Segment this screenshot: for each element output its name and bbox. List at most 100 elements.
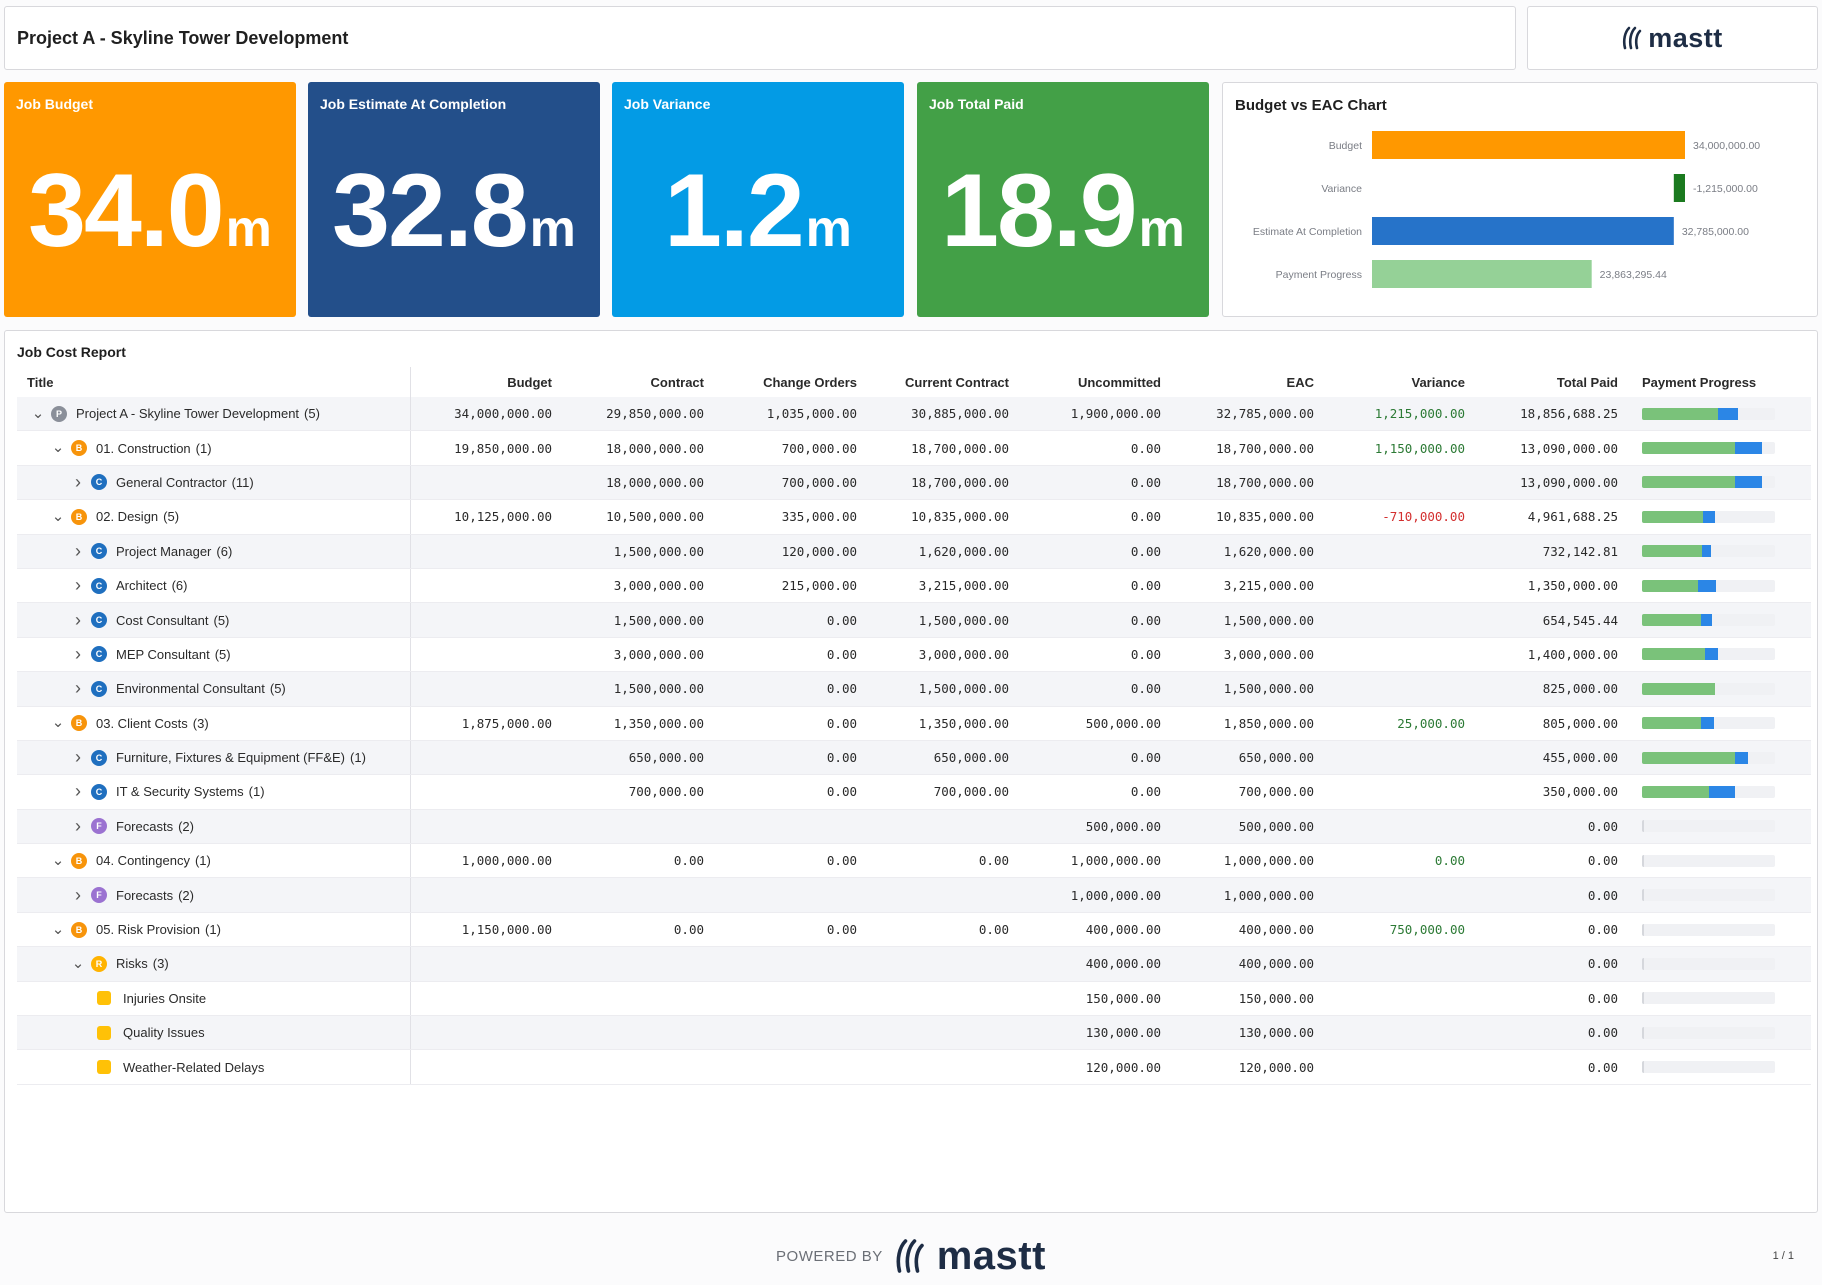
chevron-right-icon[interactable]: › (75, 678, 81, 699)
payment-progress-cell (1630, 785, 1811, 798)
row-title[interactable]: Architect (116, 578, 167, 594)
column-header-budget[interactable]: Budget (507, 374, 552, 390)
payment-progress-bar (1642, 854, 1775, 867)
row-title[interactable]: Project A - Skyline Tower Development (76, 406, 300, 422)
chart-bar[interactable] (1372, 217, 1674, 245)
column-header-change-orders[interactable]: Change Orders (763, 374, 857, 390)
chevron-down-icon[interactable]: ⌄ (51, 920, 65, 938)
chart-value-label: 34,000,000.00 (1693, 140, 1760, 152)
payment-progress-bar (1642, 1061, 1775, 1074)
row-title[interactable]: Quality Issues (123, 1025, 205, 1041)
column-header-total-paid[interactable]: Total Paid (1556, 374, 1618, 390)
table-row[interactable]: › C General Contractor (11) 18,000,000.00 700… (17, 465, 1811, 501)
payment-progress-bar (1642, 407, 1775, 420)
chevron-right-icon[interactable]: › (75, 575, 81, 596)
table-row[interactable]: ⌄ B 03. Client Costs (3) 1,875,000.00 1,350,0… (17, 706, 1811, 741)
chart-bar[interactable] (1372, 131, 1685, 159)
total-paid-cell: 0.00 (1587, 1025, 1618, 1041)
chart-bar[interactable] (1673, 174, 1685, 202)
row-count: (2) (178, 818, 194, 834)
title-cell: Quality Issues (17, 1016, 411, 1050)
table-row[interactable]: ⌄ P Project A - Skyline Tower Development(… (17, 397, 1811, 432)
table-row[interactable]: Weather-Related Delays 120,000.00 120,000.… (17, 1050, 1811, 1085)
row-title[interactable]: Cost Consultant (116, 612, 209, 628)
column-header-current-contract[interactable]: Current Contract (904, 374, 1009, 390)
type-badge-icon: B (71, 921, 87, 938)
table-row[interactable]: ⌄ B 05. Risk Provision (1) 1,150,000.00 0.00 0… (17, 912, 1811, 948)
table-row[interactable]: ⌄ B 01. Construction (1) 19,850,000.00 18,000… (17, 431, 1811, 466)
chevron-right-icon[interactable]: › (75, 643, 81, 664)
chart-value-label: 32,785,000.00 (1682, 226, 1749, 238)
paid-fill (1642, 476, 1736, 489)
row-title[interactable]: IT & Security Systems (116, 784, 244, 800)
column-header-contract[interactable]: Contract (650, 374, 704, 390)
row-title[interactable]: Environmental Consultant (116, 681, 265, 697)
kpi-unit: m (1138, 200, 1185, 258)
paid-fill (1642, 992, 1644, 1005)
contract-cell: 650,000.00 (628, 750, 704, 766)
title-cell: ⌄ B 01. Construction (1) (17, 431, 411, 465)
row-title[interactable]: 05. Risk Provision (96, 922, 201, 938)
table-row[interactable]: ⌄ R Risks (3) 400,000.00 400,000.00 0.00 (17, 947, 1811, 982)
chevron-right-icon[interactable]: › (75, 471, 81, 492)
column-header-title[interactable]: Title (17, 367, 411, 397)
chevron-down-icon[interactable]: ⌄ (51, 507, 65, 525)
row-title[interactable]: General Contractor (116, 474, 227, 490)
uncommitted-cell: 1,900,000.00 (1070, 406, 1161, 422)
chevron-right-icon[interactable]: › (75, 815, 81, 836)
row-title[interactable]: MEP Consultant (116, 646, 210, 662)
row-count: (5) (269, 681, 286, 697)
row-title[interactable]: Project Manager (116, 543, 212, 559)
row-title[interactable]: Forecasts (116, 818, 174, 834)
chevron-down-icon[interactable]: ⌄ (51, 714, 65, 732)
current-contract-cell: 700,000.00 (933, 784, 1009, 800)
column-header-eac[interactable]: EAC (1286, 374, 1314, 390)
row-title[interactable]: Forecasts (116, 887, 174, 903)
table-row[interactable]: ⌄ B 04. Contingency (1) 1,000,000.00 0.00 0.00… (17, 844, 1811, 879)
row-title[interactable]: Weather-Related Delays (123, 1059, 265, 1075)
chevron-down-icon[interactable]: ⌄ (31, 404, 45, 422)
column-header-variance[interactable]: Variance (1411, 374, 1466, 390)
table-row[interactable]: › F Forecasts (2) 500,000.00 500,000.00 0.00 (17, 809, 1811, 845)
row-title[interactable]: 03. Client Costs (96, 715, 188, 731)
row-count: (3) (192, 715, 209, 731)
table-row[interactable]: Injuries Onsite 150,000.00 150,000.00 0.00 (17, 981, 1811, 1017)
chevron-down-icon[interactable]: ⌄ (51, 851, 65, 869)
table-row[interactable]: › C Cost Consultant (5) 1,500,000.00 0.00 1,50… (17, 603, 1811, 638)
table-row[interactable]: › C Project Manager (6) 1,500,000.00 120,000.… (17, 534, 1811, 569)
chevron-right-icon[interactable]: › (75, 609, 81, 630)
committed-fill (1703, 510, 1716, 523)
chevron-right-icon[interactable]: › (75, 540, 81, 561)
table-row[interactable]: › C IT & Security Systems (1) 700,000.00 0.00… (17, 775, 1811, 810)
chevron-down-icon[interactable]: ⌄ (71, 954, 85, 972)
eac-cell: 1,000,000.00 (1223, 853, 1314, 869)
table-row[interactable]: › C Furniture, Fixtures & Equipment (FF&E)… (17, 740, 1811, 776)
table-row[interactable]: › C Architect (6) 3,000,000.00 215,000.00 3,21… (17, 568, 1811, 604)
column-header-uncommitted[interactable]: Uncommitted (1077, 374, 1161, 390)
table-row[interactable]: › F Forecasts (2) 1,000,000.00 1,000,000.00 0.… (17, 878, 1811, 913)
row-title[interactable]: 04. Contingency (96, 853, 190, 869)
chevron-down-icon[interactable]: ⌄ (51, 439, 65, 457)
payment-progress-cell (1630, 579, 1811, 592)
chevron-right-icon[interactable]: › (75, 747, 81, 768)
chevron-right-icon[interactable]: › (75, 884, 81, 905)
kpi-card-job-eac: Job Estimate At Completion 32.8m (308, 82, 600, 317)
table-row[interactable]: ⌄ B 02. Design (5) 10,125,000.00 10,500,000.0… (17, 500, 1811, 535)
change-orders-cell: 0.00 (826, 715, 857, 731)
row-title[interactable]: Injuries Onsite (123, 990, 207, 1006)
chevron-right-icon[interactable]: › (75, 781, 81, 802)
chart-category-label: Variance (1321, 183, 1362, 195)
row-title[interactable]: Risks (116, 956, 148, 972)
chart-bar[interactable] (1372, 260, 1592, 288)
table-row[interactable]: › C MEP Consultant (5) 3,000,000.00 0.00 3,000… (17, 637, 1811, 673)
payment-progress-bar (1642, 579, 1775, 592)
row-title[interactable]: 01. Construction (96, 440, 191, 456)
row-title[interactable]: 02. Design (96, 509, 159, 525)
uncommitted-cell: 0.00 (1130, 474, 1161, 490)
page-number: 1 / 1 (1772, 1250, 1794, 1262)
table-row[interactable]: Quality Issues 130,000.00 130,000.00 0.00 (17, 1016, 1811, 1051)
column-header-payment-progress[interactable]: Payment Progress (1642, 374, 1757, 390)
table-row[interactable]: › C Environmental Consultant (5) 1,500,000.0… (17, 672, 1811, 707)
row-title[interactable]: Furniture, Fixtures & Equipment (FF&E) (116, 750, 346, 766)
risk-item-icon (97, 1060, 111, 1075)
